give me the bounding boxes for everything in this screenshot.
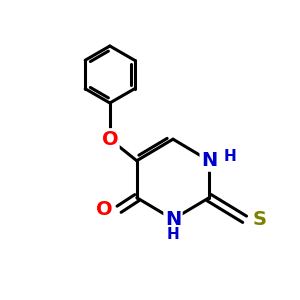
Text: S: S [252, 210, 266, 229]
Text: N: N [165, 210, 181, 229]
Text: N: N [201, 151, 217, 170]
Text: H: H [224, 149, 237, 164]
Text: O: O [101, 130, 118, 149]
Text: H: H [167, 227, 179, 242]
Text: O: O [96, 200, 113, 219]
